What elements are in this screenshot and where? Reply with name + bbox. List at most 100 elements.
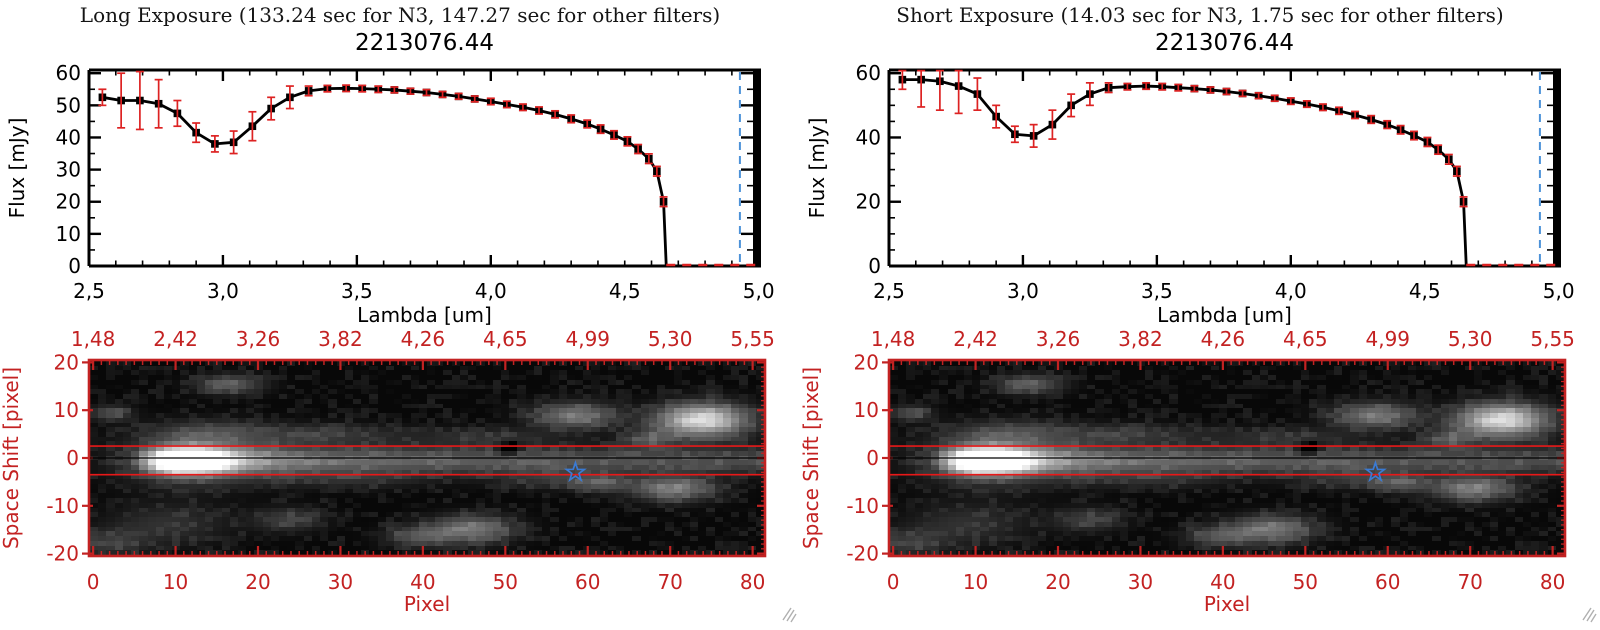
pixel-tick-label: 50 (493, 570, 518, 594)
pixel-tick-label: 70 (1457, 570, 1482, 594)
image-ticks (882, 360, 1565, 556)
spectral-image-axes: 1,48 0 2,42 10 3,26 20 3,82 30 4,26 40 4,65 50 4,99 6… (0, 327, 775, 616)
svg-text:4,5: 4,5 (1409, 279, 1441, 303)
svg-text:4,0: 4,0 (1275, 279, 1307, 303)
wavelength-tick-label: 2,42 (953, 327, 998, 351)
short-exposure-title: Short Exposure (14.03 sec for N3, 1.75 s… (896, 3, 1504, 27)
x-axis-title: Pixel (404, 592, 450, 616)
wavelength-tick-label: 1,48 (71, 327, 116, 351)
wavelength-tick-label: 4,26 (1201, 327, 1246, 351)
flux-spectrum-plot: 2,5 3,0 3,5 4,0 4,5 5,0 0 10 20 30 40 50 60 Lambda [u… (5, 61, 775, 326)
wavelength-tick-label: 1,48 (871, 327, 916, 351)
wavelength-tick-label: 5,55 (730, 327, 775, 351)
pixel-tick-label: 40 (410, 570, 435, 594)
wavelength-tick-label: 4,65 (483, 327, 528, 351)
pixel-tick-label: 0 (87, 570, 100, 594)
svg-text:60: 60 (856, 61, 881, 85)
svg-text:0: 0 (66, 446, 79, 470)
wavelength-tick-label: 4,99 (565, 327, 610, 351)
source-id-label: 2213076.44 (354, 30, 494, 56)
x-axis-title: Pixel (1204, 592, 1250, 616)
axes (87, 68, 761, 268)
star-marker (563, 460, 587, 483)
svg-text:30: 30 (56, 158, 81, 182)
pixel-tick-label: 80 (740, 570, 765, 594)
svg-text:4,5: 4,5 (609, 279, 641, 303)
x-axis-title: Lambda [um] (357, 303, 492, 326)
panel-short-exposure: Short Exposure (14.03 sec for N3, 1.75 s… (800, 0, 1600, 630)
svg-text:-20: -20 (46, 542, 79, 566)
wavelength-tick-label: 3,82 (1118, 327, 1163, 351)
pixel-tick-label: 50 (1293, 570, 1318, 594)
svg-text:-10: -10 (846, 494, 879, 518)
svg-text:10: 10 (54, 398, 79, 422)
svg-text:40: 40 (56, 125, 81, 149)
svg-text:10: 10 (854, 398, 879, 422)
pixel-tick-label: 80 (1540, 570, 1565, 594)
flux-spectrum-plot: 2,5 3,0 3,5 4,0 4,5 5,0 0 20 40 60 Lambda [um] Flux… (805, 61, 1575, 326)
pixel-tick-label: 60 (1375, 570, 1400, 594)
tick-labels: 2,5 3,0 3,5 4,0 4,5 5,0 0 10 20 30 40 50 60 Lambda [u… (5, 61, 775, 326)
svg-text:2,5: 2,5 (873, 279, 905, 303)
svg-text:0: 0 (868, 254, 881, 278)
svg-text:10: 10 (56, 222, 81, 246)
wavelength-tick-label: 3,26 (236, 327, 281, 351)
pixel-tick-label: 70 (657, 570, 682, 594)
resize-grip-icon[interactable] (1578, 600, 1600, 626)
error-bars (98, 70, 668, 208)
svg-text:40: 40 (856, 125, 881, 149)
pixel-tick-label: 10 (163, 570, 188, 594)
pixel-tick-label: 10 (963, 570, 988, 594)
svg-text:5,0: 5,0 (1543, 279, 1575, 303)
svg-text:50: 50 (56, 93, 81, 117)
x-axis-ticks (887, 70, 1560, 268)
spectral-image-axes: 1,48 0 2,42 10 3,26 20 3,82 30 4,26 40 4,65 50 4,99 6… (800, 327, 1575, 616)
svg-text:3,5: 3,5 (341, 279, 373, 303)
flux-line (902, 78, 1560, 268)
wavelength-tick-label: 4,65 (1283, 327, 1328, 351)
wavelength-tick-label: 3,26 (1036, 327, 1081, 351)
y-axis-title: Flux [mJy] (5, 118, 29, 219)
pixel-tick-label: 40 (1210, 570, 1235, 594)
star-marker (1363, 460, 1387, 483)
y-axis-title: Space Shift [pixel] (0, 367, 23, 549)
flux-line (102, 86, 760, 268)
svg-text:-20: -20 (846, 542, 879, 566)
svg-text:60: 60 (56, 61, 81, 85)
axes (887, 68, 1561, 268)
flux-markers (98, 84, 668, 206)
flux-markers (898, 75, 1468, 206)
wavelength-tick-label: 2,42 (153, 327, 198, 351)
wavelength-tick-label: 5,30 (648, 327, 693, 351)
wavelength-tick-label: 5,55 (1530, 327, 1575, 351)
svg-text:4,0: 4,0 (475, 279, 507, 303)
svg-text:3,5: 3,5 (1141, 279, 1173, 303)
image-labels: 1,48 0 2,42 10 3,26 20 3,82 30 4,26 40 4,65 50 4,99 6… (800, 327, 1575, 616)
pixel-tick-label: 60 (575, 570, 600, 594)
error-bars (898, 69, 1468, 208)
svg-text:20: 20 (856, 190, 881, 214)
source-id-label: 2213076.44 (1154, 30, 1294, 56)
svg-text:0: 0 (866, 446, 879, 470)
wavelength-tick-label: 4,26 (401, 327, 446, 351)
pixel-tick-label: 30 (1128, 570, 1153, 594)
panel-long-exposure: Long Exposure (133.24 sec for N3, 147.27… (0, 3, 800, 626)
svg-text:3,0: 3,0 (207, 279, 239, 303)
resize-grip-icon[interactable] (778, 600, 800, 626)
long-exposure-title: Long Exposure (133.24 sec for N3, 147.27… (79, 3, 721, 27)
y-axis-title: Space Shift [pixel] (800, 367, 823, 549)
svg-text:3,0: 3,0 (1007, 279, 1039, 303)
y-axis-title: Flux [mJy] (805, 118, 829, 219)
image-ticks (82, 360, 765, 556)
svg-text:-10: -10 (46, 494, 79, 518)
svg-text:2,5: 2,5 (73, 279, 105, 303)
pixel-tick-label: 20 (1045, 570, 1070, 594)
svg-text:20: 20 (854, 350, 879, 374)
pixel-tick-label: 0 (887, 570, 900, 594)
wavelength-tick-label: 4,99 (1365, 327, 1410, 351)
svg-text:0: 0 (68, 254, 81, 278)
wavelength-tick-label: 3,82 (318, 327, 363, 351)
svg-text:20: 20 (56, 190, 81, 214)
pixel-tick-label: 30 (328, 570, 353, 594)
tick-labels: 2,5 3,0 3,5 4,0 4,5 5,0 0 20 40 60 Lambda [um] Flux… (805, 61, 1575, 326)
